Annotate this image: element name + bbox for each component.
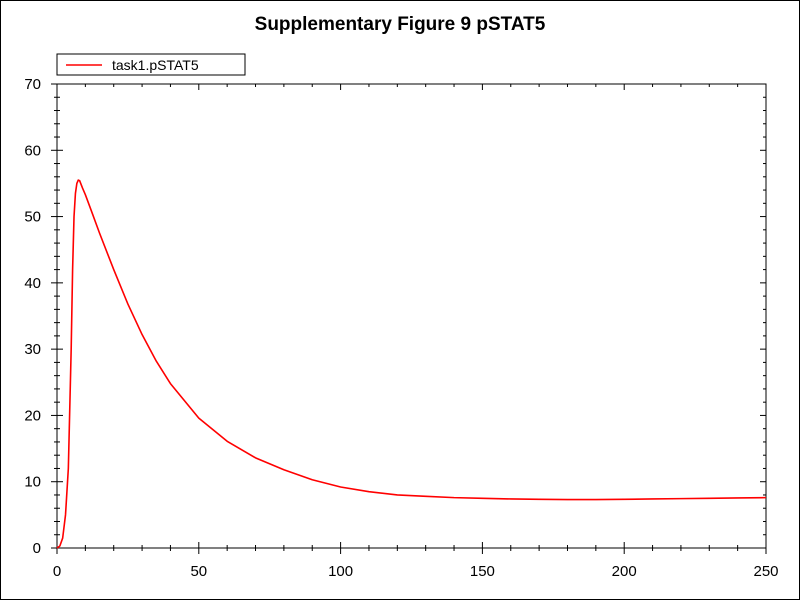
y-tick-label: 0 <box>33 540 41 557</box>
y-tick-label: 20 <box>24 407 41 424</box>
plot-area-border <box>56 83 767 549</box>
y-tick-label: 60 <box>24 142 41 159</box>
y-tick-label: 30 <box>24 341 41 358</box>
legend-box <box>56 53 246 76</box>
x-tick-label: 200 <box>612 563 637 580</box>
series-line-task1-pstat5 <box>56 179 767 549</box>
chart-title: Supplementary Figure 9 pSTAT5 <box>254 14 546 35</box>
x-tick-label: 100 <box>328 563 353 580</box>
y-tick-label: 70 <box>24 76 41 93</box>
legend-label: task1.pSTAT5 <box>112 57 199 73</box>
x-tick-label: 250 <box>753 563 778 580</box>
x-tick-label: 50 <box>190 563 207 580</box>
y-tick-label: 40 <box>24 275 41 292</box>
x-tick-label: 0 <box>53 563 61 580</box>
y-tick-label: 10 <box>24 474 41 491</box>
y-tick-label: 50 <box>24 209 41 226</box>
x-tick-label: 150 <box>470 563 495 580</box>
